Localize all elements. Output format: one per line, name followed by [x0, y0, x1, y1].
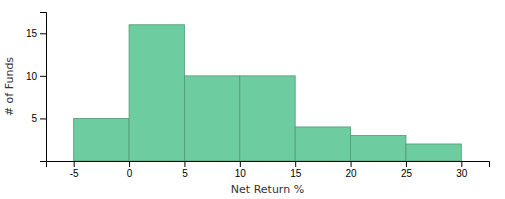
x-axis-tick-label: 15 [290, 168, 302, 179]
y-axis-tick-label: 15 [26, 28, 38, 39]
x-axis-tick-mark [184, 161, 185, 167]
x-axis-tick-label: 10 [235, 168, 247, 179]
y-axis-tick-label: 10 [26, 71, 38, 82]
x-axis: -5 0 5 10 15 20 25 30 [47, 161, 490, 179]
bar [406, 144, 461, 161]
x-axis-tick-label: 20 [346, 168, 358, 179]
x-axis-tick-mark [461, 161, 462, 167]
x-axis-tick: -5 [70, 161, 79, 179]
bar [74, 118, 129, 161]
y-axis-title: # of Funds [3, 57, 16, 116]
x-axis-tick: 0 [127, 161, 133, 179]
y-axis: 5 10 15 [26, 13, 47, 162]
x-axis-tick-mark [240, 161, 241, 167]
x-axis-tick: 10 [235, 161, 247, 179]
x-axis-line [47, 162, 490, 168]
y-axis-tick: 5 [31, 113, 46, 124]
y-axis-line [40, 13, 47, 162]
y-axis-tick: 15 [26, 28, 46, 39]
x-axis-tick: 30 [456, 161, 468, 179]
x-axis-tick: 5 [182, 161, 188, 179]
x-axis-tick-label: 25 [401, 168, 413, 179]
bars [74, 25, 462, 161]
y-axis-tick: 10 [26, 71, 46, 82]
x-axis-tick: 15 [290, 161, 302, 179]
y-axis-tick-label: 5 [31, 113, 37, 124]
x-axis-tick-label: -5 [70, 168, 79, 179]
x-axis-tick-label: 5 [182, 168, 188, 179]
x-axis-tick-mark [406, 161, 407, 167]
bar [295, 127, 350, 161]
x-axis-tick-mark [74, 161, 75, 167]
x-axis-tick-label: 0 [127, 168, 133, 179]
bar [240, 76, 295, 161]
y-axis-tick-mark [40, 118, 46, 119]
x-axis-tick-mark [129, 161, 130, 167]
x-axis-tick-label: 30 [456, 168, 468, 179]
x-axis-tick-mark [351, 161, 352, 167]
x-axis-tick-mark [295, 161, 296, 167]
bar [129, 25, 184, 161]
bar [351, 135, 406, 161]
x-axis-title: Net Return % [231, 183, 304, 196]
y-axis-tick-mark [40, 76, 46, 77]
y-axis-tick-mark [40, 33, 46, 34]
x-axis-tick: 20 [346, 161, 358, 179]
bar [184, 76, 239, 161]
x-axis-tick: 25 [401, 161, 413, 179]
chart: -5 0 5 10 15 20 25 30 5 10 15 Net Return % # of Fund… [0, 0, 505, 199]
